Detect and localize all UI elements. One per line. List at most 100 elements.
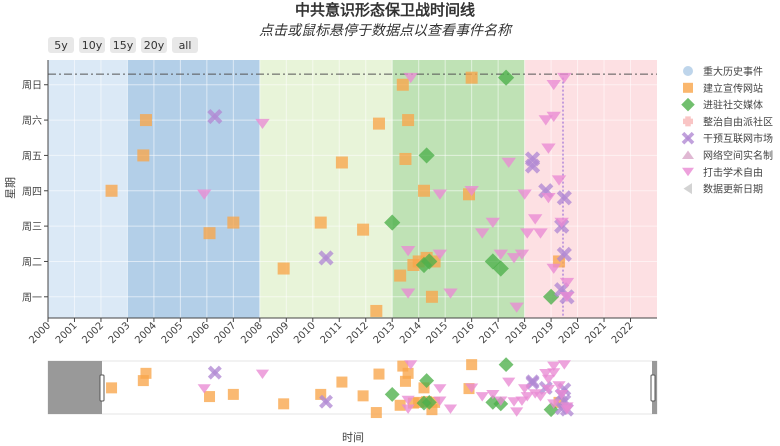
mini-point-triangle-down[interactable] xyxy=(502,377,516,388)
legend-item[interactable]: 重大历史事件 xyxy=(683,65,763,78)
point-triangle-down[interactable] xyxy=(554,217,569,228)
range-button-10y[interactable]: 10y xyxy=(79,37,105,53)
point-triangle-down[interactable] xyxy=(475,228,490,239)
point-diamond[interactable] xyxy=(418,147,435,164)
point-diamond[interactable] xyxy=(497,69,515,86)
point-diamond[interactable] xyxy=(542,288,560,305)
mini-point-triangle-down[interactable] xyxy=(557,360,571,370)
point-diamond[interactable] xyxy=(421,253,438,270)
range-button-20y[interactable]: 20y xyxy=(141,37,167,53)
mini-point-diamond[interactable] xyxy=(485,394,501,410)
point-triangle-down[interactable] xyxy=(546,263,561,274)
point-diamond[interactable] xyxy=(492,260,509,277)
mini-point-triangle-down[interactable] xyxy=(539,368,553,379)
mini-point-square[interactable] xyxy=(315,388,327,400)
point-triangle-down[interactable] xyxy=(546,79,561,91)
mini-point-triangle-down[interactable] xyxy=(197,384,211,394)
mini-point-triangle-down[interactable] xyxy=(541,374,556,385)
point-square[interactable] xyxy=(425,290,438,303)
mini-point-triangle-down[interactable] xyxy=(520,392,534,402)
legend-symbol-diamond[interactable] xyxy=(681,97,695,112)
mini-point-square[interactable] xyxy=(402,367,414,379)
range-button-5y[interactable]: 5y xyxy=(48,37,74,53)
point-triangle-down[interactable] xyxy=(403,72,418,84)
mini-point-triangle-down[interactable] xyxy=(541,384,556,395)
point-triangle-down[interactable] xyxy=(506,253,522,264)
mini-point-triangle-down[interactable] xyxy=(560,405,574,415)
range-slider-handle-right[interactable] xyxy=(650,374,656,402)
point-triangle-down[interactable] xyxy=(541,143,556,154)
mini-point-x[interactable] xyxy=(207,365,222,380)
point-triangle-down[interactable] xyxy=(400,288,416,299)
point-square[interactable] xyxy=(314,216,327,229)
mini-point-triangle-down[interactable] xyxy=(547,361,561,372)
point-triangle-down[interactable] xyxy=(533,228,548,239)
point-square[interactable] xyxy=(396,78,409,91)
mini-point-square[interactable] xyxy=(373,368,385,380)
point-square[interactable] xyxy=(105,184,118,197)
mini-point-square[interactable] xyxy=(204,391,216,403)
mini-point-triangle-down[interactable] xyxy=(401,404,415,414)
mini-point-x[interactable] xyxy=(319,394,333,409)
mini-point-triangle-down[interactable] xyxy=(510,407,524,417)
point-triangle-down[interactable] xyxy=(551,175,567,186)
point-square[interactable] xyxy=(402,114,415,127)
mini-point-triangle-down[interactable] xyxy=(518,384,532,394)
point-triangle-down[interactable] xyxy=(400,246,416,257)
mini-point-triangle-down[interactable] xyxy=(401,395,415,406)
point-square[interactable] xyxy=(465,71,478,84)
range-button-15y[interactable]: 15y xyxy=(110,37,136,53)
point-square[interactable] xyxy=(277,262,290,275)
point-triangle-down[interactable] xyxy=(559,291,575,303)
point-triangle-down[interactable] xyxy=(255,118,270,130)
mini-point-square[interactable] xyxy=(370,407,382,419)
mini-point-diamond[interactable] xyxy=(498,357,514,373)
point-triangle-down[interactable] xyxy=(493,249,508,260)
point-square[interactable] xyxy=(372,117,385,130)
point-square[interactable] xyxy=(227,216,240,229)
mini-point-triangle-down[interactable] xyxy=(494,396,508,406)
point-diamond[interactable] xyxy=(384,214,401,231)
point-x[interactable] xyxy=(207,108,223,125)
legend-item[interactable]: 网络空间实名制 xyxy=(682,149,773,162)
mini-point-square[interactable] xyxy=(466,359,478,371)
point-triangle-down[interactable] xyxy=(520,228,535,239)
legend-item[interactable]: 数据更新日期 xyxy=(683,183,764,196)
mini-point-triangle-down[interactable] xyxy=(507,397,521,407)
mini-point-triangle-down[interactable] xyxy=(255,369,270,380)
mini-point-triangle-down[interactable] xyxy=(465,383,479,393)
point-triangle-down[interactable] xyxy=(528,214,543,225)
legend-symbol-circle[interactable] xyxy=(683,66,693,76)
point-triangle-down[interactable] xyxy=(538,115,553,126)
mini-point-square[interactable] xyxy=(227,388,239,400)
mini-point-square[interactable] xyxy=(357,390,369,402)
legend-symbol-triangle-left[interactable] xyxy=(683,183,693,195)
point-triangle-down[interactable] xyxy=(559,277,575,289)
legend-item[interactable]: 建立宣传网站 xyxy=(683,82,763,95)
mini-point-square[interactable] xyxy=(106,382,118,394)
point-square[interactable] xyxy=(370,304,383,317)
mini-point-triangle-down[interactable] xyxy=(475,392,489,402)
range-button-all[interactable]: all xyxy=(172,37,198,53)
legend-item[interactable]: 整治自由派社区 xyxy=(683,115,773,128)
mini-point-triangle-down[interactable] xyxy=(552,381,566,391)
legend-symbol-triangle-down[interactable] xyxy=(682,167,694,177)
point-diamond[interactable] xyxy=(415,256,433,274)
mini-point-triangle-down[interactable] xyxy=(555,389,569,400)
mini-point-square[interactable] xyxy=(394,399,406,411)
mini-point-square[interactable] xyxy=(397,360,409,372)
mini-point-square[interactable] xyxy=(140,367,152,379)
mini-point-square[interactable] xyxy=(553,396,565,408)
range-slider-handle-left[interactable] xyxy=(99,374,105,402)
point-triangle-down[interactable] xyxy=(546,111,561,122)
mini-point-square[interactable] xyxy=(418,382,430,394)
point-triangle-down[interactable] xyxy=(485,217,501,228)
mini-point-triangle-down[interactable] xyxy=(547,399,561,409)
mini-point-square[interactable] xyxy=(278,398,290,410)
point-square[interactable] xyxy=(417,184,430,197)
point-triangle-down[interactable] xyxy=(514,249,530,260)
mini-point-triangle-down[interactable] xyxy=(404,360,418,370)
legend-item[interactable]: 干预互联网市场 xyxy=(681,131,773,145)
point-x[interactable] xyxy=(556,190,572,206)
legend-symbol-square[interactable] xyxy=(683,82,693,93)
